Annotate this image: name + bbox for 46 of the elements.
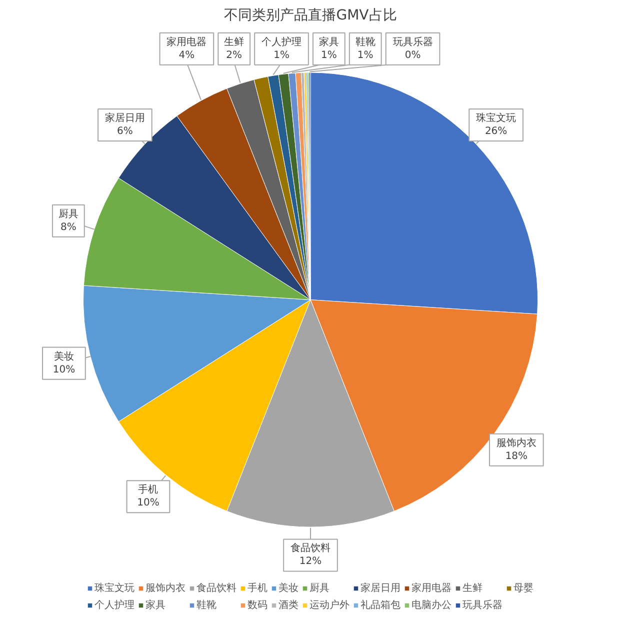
data-label: 10% bbox=[52, 364, 76, 376]
legend-label: 服饰内衣 bbox=[146, 582, 186, 595]
legend-label: 鞋靴 bbox=[196, 598, 216, 612]
slice-label: 家具 bbox=[318, 36, 339, 48]
chart-title: 不同类别产品直播GMV占比 bbox=[224, 8, 397, 24]
legend-label: 厨具 bbox=[310, 582, 330, 595]
data-label: 10% bbox=[137, 498, 160, 509]
legend-label: 美妆 bbox=[278, 582, 298, 595]
legend-label: 家用电器 bbox=[412, 582, 452, 595]
slice-label: 生鲜 bbox=[224, 36, 244, 48]
legend-label: 家具 bbox=[146, 598, 166, 612]
legend-label: 母婴 bbox=[514, 582, 534, 595]
slice-label: 玩具乐器 bbox=[392, 36, 433, 48]
data-label: 12% bbox=[299, 556, 322, 568]
legend-label: 运动户外 bbox=[310, 598, 350, 612]
slice-label: 食品饮料 bbox=[290, 542, 330, 554]
legend-label: 酒类 bbox=[278, 598, 298, 612]
legend-label: 礼品箱包 bbox=[360, 598, 400, 612]
legend-label: 手机 bbox=[248, 582, 268, 595]
slice-label: 鞋靴 bbox=[355, 36, 376, 48]
data-label: 1% bbox=[320, 50, 337, 61]
data-label: 1% bbox=[357, 50, 374, 61]
slice-label: 服饰内衣 bbox=[496, 436, 536, 449]
legend-label: 数码 bbox=[248, 599, 268, 612]
data-label: 0% bbox=[404, 50, 421, 61]
data-label: 6% bbox=[117, 126, 133, 137]
legend-label: 玩具乐器 bbox=[462, 598, 502, 612]
data-label: 8% bbox=[60, 222, 76, 233]
slice-label: 家用电器 bbox=[166, 36, 207, 48]
legend-label: 生鲜 bbox=[462, 582, 482, 595]
data-label: 18% bbox=[505, 450, 528, 462]
legend-label: 食品饮料 bbox=[196, 582, 236, 595]
slice-label: 个人护理 bbox=[262, 36, 302, 48]
slice-label: 手机 bbox=[138, 484, 158, 496]
data-label: 1% bbox=[274, 50, 290, 61]
data-label: 26% bbox=[484, 126, 508, 137]
slice-label: 家居日用 bbox=[104, 112, 145, 124]
slice-label: 厨具 bbox=[58, 208, 78, 220]
data-label: 2% bbox=[226, 50, 242, 61]
legend-label: 珠宝文玩 bbox=[94, 582, 134, 595]
legend-label: 个人护理 bbox=[94, 598, 134, 612]
slice-label: 美妆 bbox=[54, 350, 74, 362]
slice-label: 珠宝文玩 bbox=[476, 112, 516, 124]
data-label: 4% bbox=[178, 50, 195, 61]
legend-label: 电脑办公 bbox=[412, 598, 452, 612]
legend-label: 家居日用 bbox=[360, 582, 400, 595]
